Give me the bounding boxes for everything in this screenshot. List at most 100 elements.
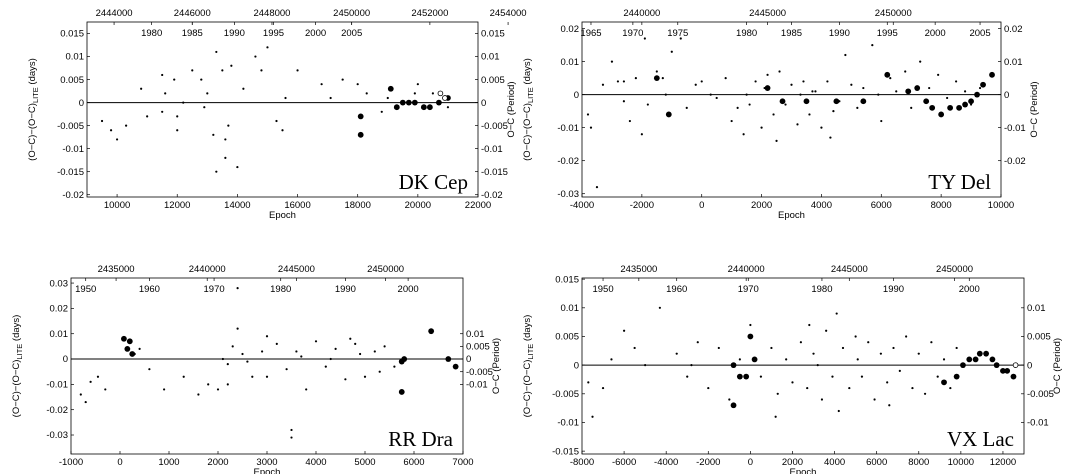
x-axis-label: Epoch	[790, 467, 817, 474]
data-point-large	[941, 379, 947, 386]
data-point-large	[953, 373, 960, 380]
data-point-small	[260, 69, 263, 72]
data-point-small	[946, 96, 949, 100]
y2-tick-label: -0.015	[481, 167, 508, 178]
y2-tick-label: -0.005	[1027, 389, 1054, 400]
data-point-small	[616, 80, 620, 83]
data-point-large	[956, 104, 962, 111]
top-jd-tick-label: 2435000	[98, 264, 135, 275]
data-point-large	[129, 351, 136, 357]
data-point-small	[226, 383, 229, 386]
data-point-small	[212, 133, 215, 136]
data-point-large	[764, 85, 771, 91]
data-point-small	[203, 106, 206, 109]
data-point-small	[176, 129, 179, 132]
y-tick-label: -0.03	[46, 430, 68, 441]
data-point-small	[873, 398, 876, 401]
data-point-small	[290, 436, 293, 439]
data-point-small	[766, 73, 769, 76]
x-tick-label: 4000	[824, 457, 845, 468]
top-jd-tick-label: 2445000	[278, 264, 315, 275]
data-point-small	[356, 83, 359, 86]
y-tick-label: -0.005	[57, 121, 84, 132]
data-point-small	[955, 80, 958, 83]
data-point-small	[911, 386, 914, 390]
plot-frame	[581, 277, 1025, 455]
data-point-large	[974, 91, 980, 98]
data-point-large	[436, 99, 442, 106]
y-axis-label: (O−C)−(O−C)LITE (days)	[11, 315, 24, 418]
data-point-small	[622, 100, 626, 103]
data-point-small	[586, 113, 590, 116]
data-point-small	[759, 375, 763, 378]
data-point-large	[121, 335, 127, 342]
data-point-small	[923, 392, 927, 395]
x-axis-label: Epoch	[778, 210, 805, 221]
data-point-large	[743, 373, 750, 380]
data-point-small	[955, 346, 958, 350]
data-point-small	[197, 393, 200, 396]
top-jd-tick-label: 2450000	[936, 264, 973, 275]
top-jd-tick-label: 2435000	[620, 264, 657, 275]
data-point-large	[929, 104, 936, 111]
data-point-small	[820, 126, 823, 129]
y2-tick-label: -0.02	[1004, 156, 1026, 167]
data-point-large	[803, 98, 810, 105]
data-point-small	[745, 93, 748, 96]
data-point-small	[937, 73, 940, 76]
data-point-small	[895, 90, 898, 93]
data-point-small	[862, 86, 865, 90]
data-point-small	[848, 386, 851, 390]
data-point-large	[411, 99, 418, 106]
data-point-small	[879, 352, 882, 355]
data-point-small	[936, 375, 939, 378]
data-point-small	[776, 392, 779, 395]
data-point-small	[138, 347, 141, 351]
x-axis-label: Epoch	[254, 467, 281, 474]
data-point-small	[104, 388, 107, 391]
data-point-small	[820, 398, 824, 401]
x-tick-label: 8000	[931, 200, 952, 211]
x-tick-label: 12000	[990, 457, 1016, 468]
data-point-small	[808, 113, 811, 116]
data-point-small	[173, 78, 176, 81]
data-point-small	[305, 388, 308, 391]
y-tick-label: -0.015	[57, 167, 84, 178]
data-point-large	[980, 81, 986, 88]
y-tick-label: -0.02	[62, 190, 84, 201]
data-point-small	[871, 44, 874, 47]
data-point-large	[747, 333, 754, 340]
data-point-small	[109, 129, 113, 132]
x-tick-label: 4000	[305, 457, 326, 468]
data-point-small	[742, 133, 745, 136]
x-tick-label: 8000	[908, 457, 929, 468]
y2-tick-label: 0.02	[1004, 24, 1023, 35]
data-point-small	[221, 357, 224, 361]
data-point-small	[690, 364, 693, 367]
y2-tick-label: 0.01	[1004, 57, 1023, 68]
top-year-tick-label: 1965	[580, 28, 601, 39]
data-point-large	[730, 402, 737, 409]
data-point-small	[658, 306, 661, 309]
x-tick-label: -2000	[696, 457, 720, 468]
y2-axis-label: O−C (Period)	[506, 81, 517, 137]
data-point-small	[241, 352, 244, 356]
data-point-small	[587, 381, 590, 384]
data-point-small	[215, 170, 218, 173]
data-point-small	[383, 345, 386, 348]
y-tick-label: 0.02	[50, 304, 69, 315]
top-jd-tick-label: 2445000	[749, 8, 786, 19]
data-point-small	[806, 386, 809, 390]
data-point-large	[736, 373, 743, 380]
data-point-small	[610, 358, 613, 361]
top-year-tick-label: 2000	[925, 28, 946, 39]
top-jd-tick-label: 2440000	[189, 264, 226, 275]
top-year-tick-label: 1990	[883, 284, 904, 295]
y-tick-label: 0.01	[561, 303, 580, 314]
y2-tick-label: -0.01	[481, 144, 503, 155]
y-tick-label: 0.015	[555, 274, 579, 285]
data-point-small	[96, 375, 100, 378]
data-point-small	[728, 398, 731, 401]
x-tick-label: 6000	[871, 200, 892, 211]
